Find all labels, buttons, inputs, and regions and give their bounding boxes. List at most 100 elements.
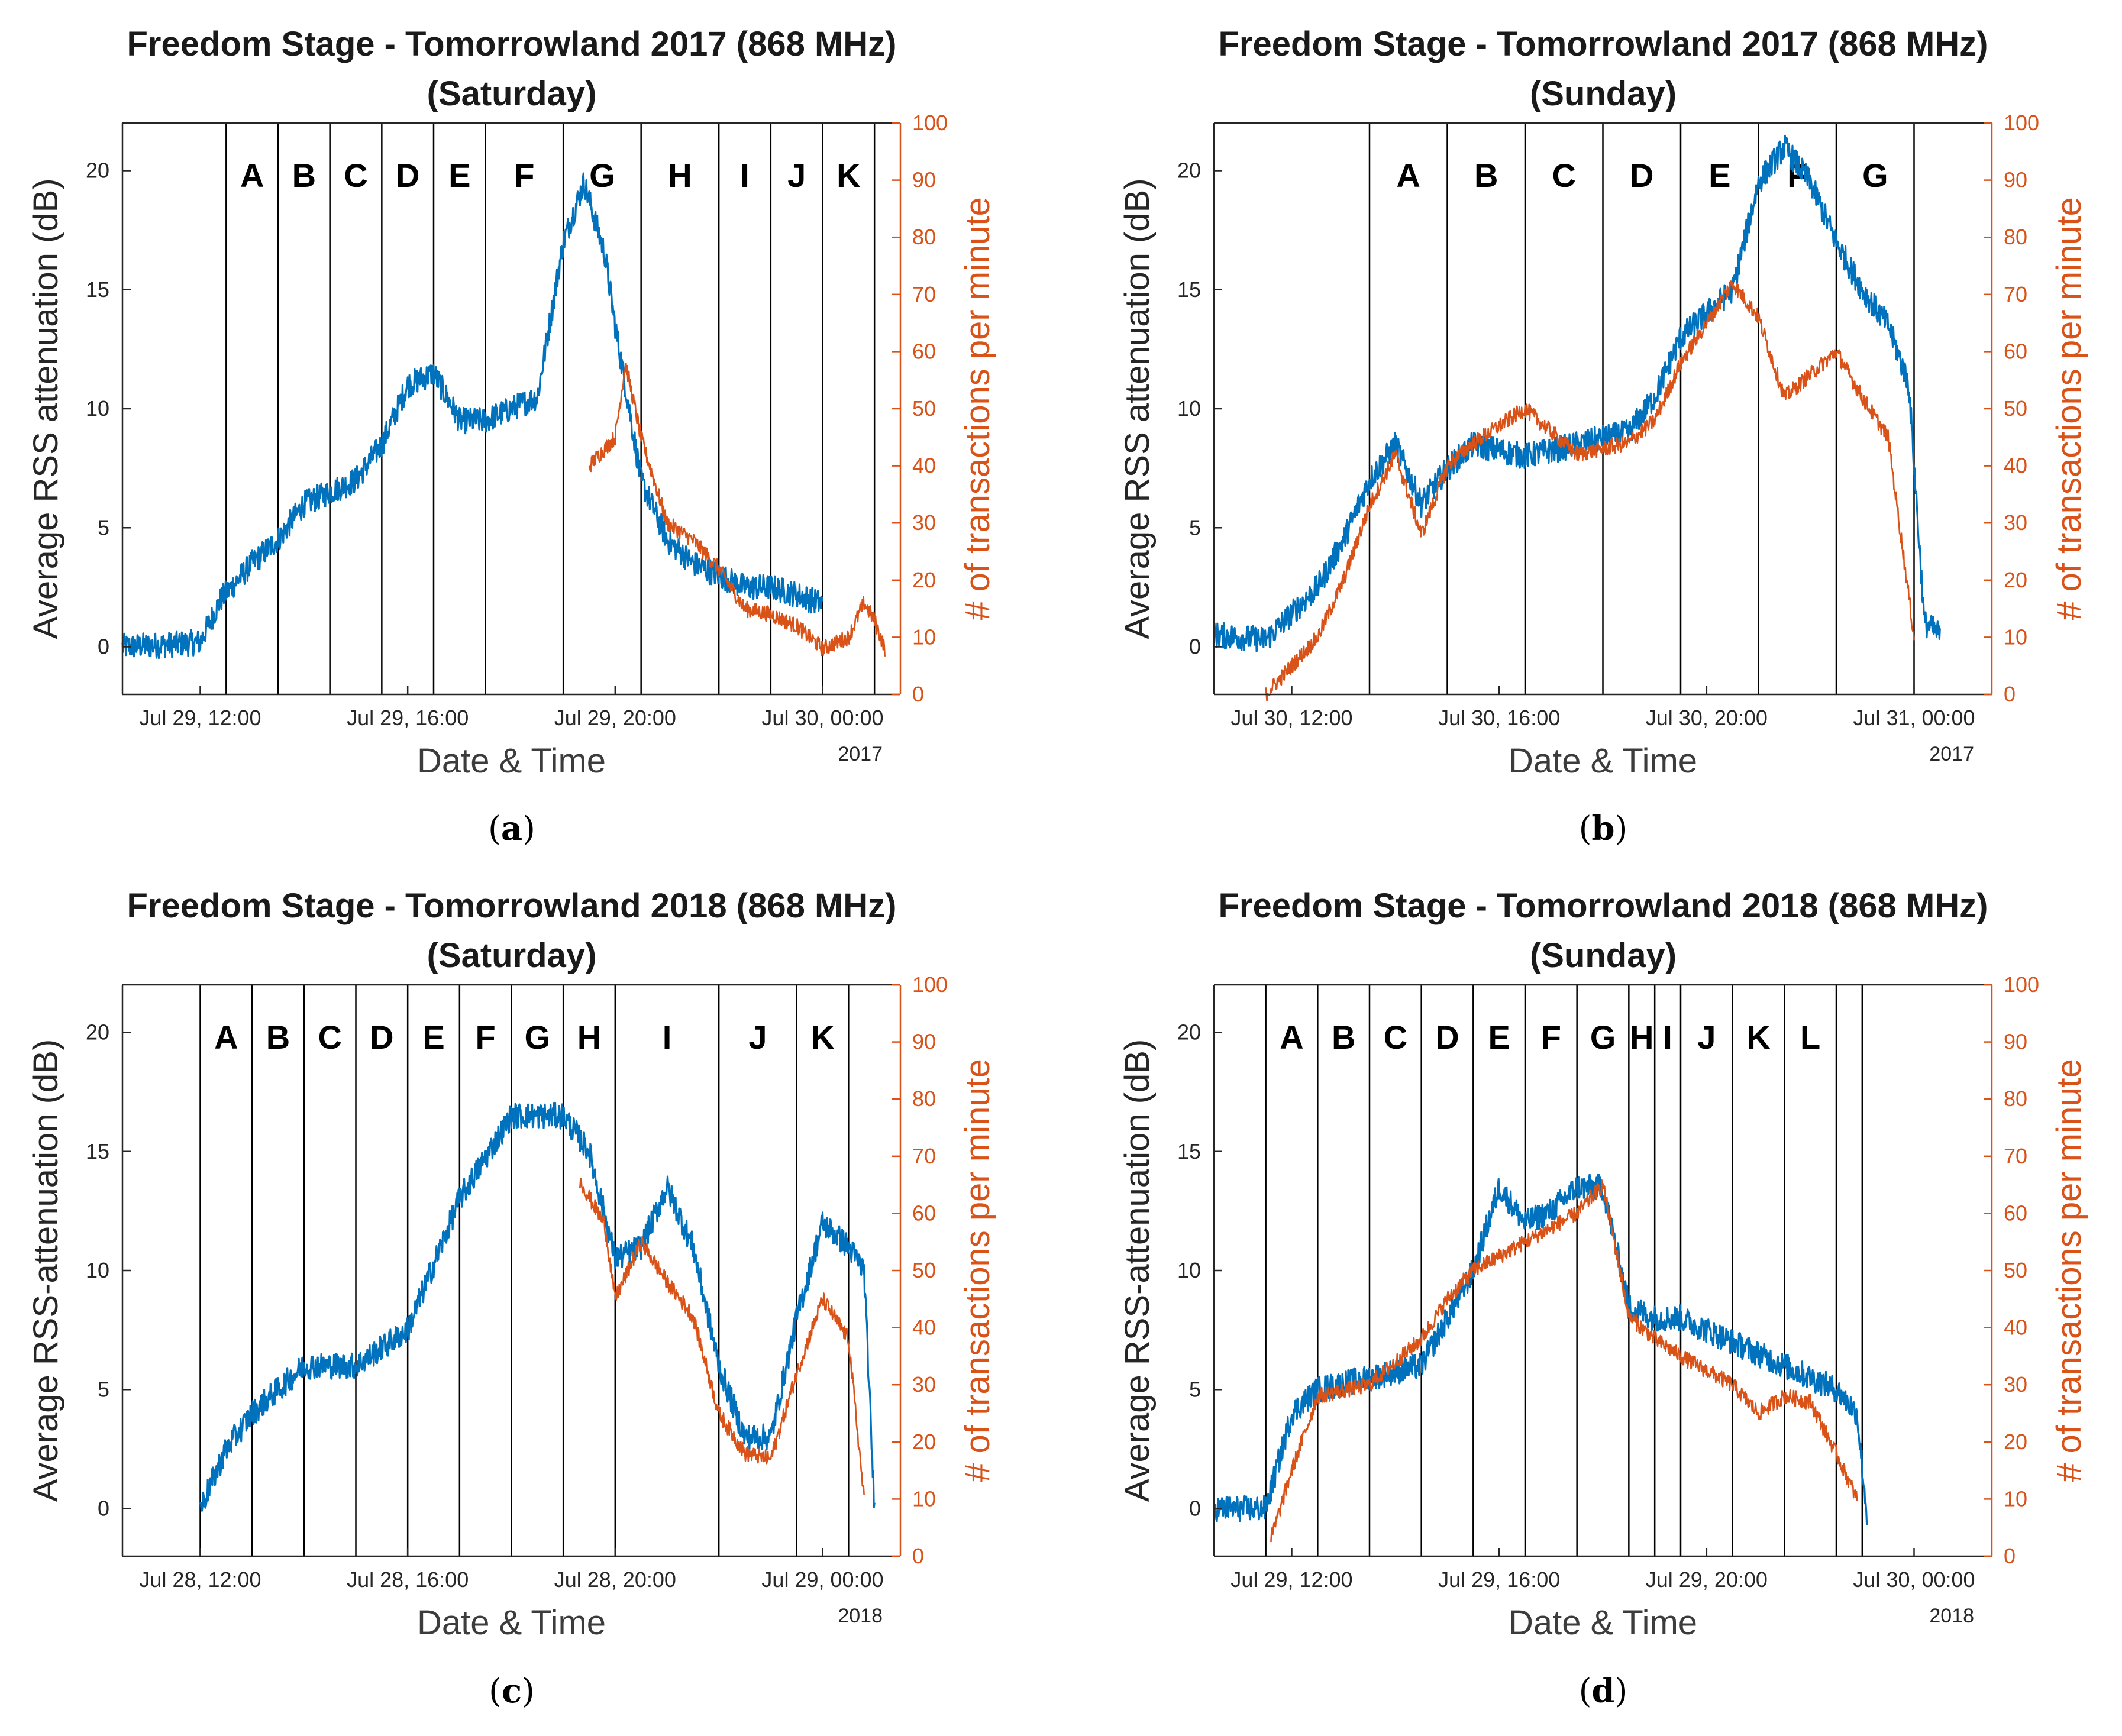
panel-caption: (d) xyxy=(1579,1672,1628,1711)
y-tick-label: 10 xyxy=(1177,1258,1201,1282)
y2-tick-label: 90 xyxy=(912,1030,936,1054)
y-axis-label: Average RSS attenuation (dB) xyxy=(1118,178,1157,639)
y-tick-label: 10 xyxy=(1177,396,1201,421)
segment-label: A xyxy=(214,1019,238,1056)
segment-label: A xyxy=(240,157,264,194)
y-tick-label: 15 xyxy=(1177,277,1201,302)
y-tick-label: 0 xyxy=(98,635,109,659)
y-tick-label: 15 xyxy=(86,277,109,302)
y2-tick-label: 0 xyxy=(912,1544,924,1568)
x-year-label: 2017 xyxy=(838,743,883,765)
segment-label: J xyxy=(787,157,806,194)
y2-tick-label: 100 xyxy=(2004,111,2039,135)
y-axis-label: Average RSS-attenuation (dB) xyxy=(1118,1039,1157,1502)
y2-tick-label: 80 xyxy=(2004,1087,2027,1111)
y-tick-label: 5 xyxy=(1189,515,1201,539)
y2-tick-label: 40 xyxy=(912,454,936,478)
segment-label: I xyxy=(740,157,750,194)
x-axis-label: Date & Time xyxy=(1509,1604,1697,1642)
x-tick-label: Jul 29, 16:00 xyxy=(347,706,469,730)
segment-label: G xyxy=(1862,157,1888,194)
chart-subtitle: (Saturday) xyxy=(427,75,597,113)
segment-label: J xyxy=(1697,1019,1716,1056)
x-tick-label: Jul 30, 00:00 xyxy=(761,706,883,730)
x-tick-label: Jul 30, 20:00 xyxy=(1646,706,1768,730)
chart-panel-d: Freedom Stage - Tomorrowland 2018 (868 M… xyxy=(1118,887,2088,1711)
y2-tick-label: 20 xyxy=(2004,1430,2027,1454)
y2-tick-label: 70 xyxy=(2004,282,2027,306)
segment-label: E xyxy=(422,1019,444,1056)
segment-label: E xyxy=(448,157,470,194)
segment-label: C xyxy=(344,157,367,194)
y2-tick-label: 40 xyxy=(2004,1315,2027,1340)
segment-label: C xyxy=(1384,1019,1407,1056)
x-tick-label: Jul 31, 00:00 xyxy=(1853,706,1975,730)
segment-label: B xyxy=(1474,157,1498,194)
y2-axis-label: # of transactions per minute xyxy=(2050,197,2088,620)
x-year-label: 2018 xyxy=(838,1605,883,1627)
y2-tick-label: 50 xyxy=(912,396,936,421)
y-tick-label: 0 xyxy=(1189,635,1201,659)
x-tick-label: Jul 30, 00:00 xyxy=(1853,1567,1975,1592)
y2-tick-label: 90 xyxy=(912,168,936,192)
y2-tick-label: 70 xyxy=(2004,1144,2027,1168)
y-tick-label: 20 xyxy=(1177,1020,1201,1045)
x-axis-label: Date & Time xyxy=(417,1604,606,1642)
y2-tick-label: 0 xyxy=(912,682,924,706)
y-tick-label: 20 xyxy=(86,159,109,183)
y2-tick-label: 0 xyxy=(2004,1544,2016,1568)
y-tick-label: 0 xyxy=(98,1496,109,1521)
chart-panel-b: Freedom Stage - Tomorrowland 2017 (868 M… xyxy=(1118,25,2088,848)
segment-label: H xyxy=(1630,1019,1653,1056)
chart-subtitle: (Saturday) xyxy=(427,936,597,975)
segment-label: F xyxy=(514,157,534,194)
y2-tick-label: 10 xyxy=(912,1486,936,1511)
y-tick-label: 0 xyxy=(1189,1496,1201,1521)
y2-axis-label: # of transactions per minute xyxy=(958,197,997,620)
y2-tick-label: 10 xyxy=(2004,625,2027,649)
y-tick-label: 5 xyxy=(98,515,109,539)
y2-tick-label: 50 xyxy=(912,1258,936,1282)
x-axis-label: Date & Time xyxy=(1509,742,1697,780)
x-tick-label: Jul 29, 20:00 xyxy=(1646,1567,1768,1592)
y-tick-label: 15 xyxy=(1177,1139,1201,1163)
segment-label: I xyxy=(1663,1019,1672,1056)
segment-label: H xyxy=(577,1019,601,1056)
segment-label: D xyxy=(396,157,419,194)
segment-label: B xyxy=(292,157,316,194)
y2-tick-label: 50 xyxy=(2004,396,2027,421)
y2-tick-label: 80 xyxy=(912,1087,936,1111)
y2-axis-label: # of transactions per minute xyxy=(958,1059,997,1482)
segment-label: E xyxy=(1708,157,1730,194)
x-tick-label: Jul 28, 16:00 xyxy=(347,1567,469,1592)
y2-axis-label: # of transactions per minute xyxy=(2050,1059,2088,1482)
segment-label: D xyxy=(370,1019,393,1056)
x-tick-label: Jul 28, 20:00 xyxy=(554,1567,676,1592)
segment-label: J xyxy=(748,1019,767,1056)
segment-label: C xyxy=(318,1019,341,1056)
segment-label: C xyxy=(1552,157,1576,194)
y2-tick-label: 60 xyxy=(912,339,936,363)
y-tick-label: 20 xyxy=(1177,159,1201,183)
y2-tick-label: 30 xyxy=(2004,510,2027,535)
chart-title: Freedom Stage - Tomorrowland 2017 (868 M… xyxy=(127,25,897,63)
x-tick-label: Jul 30, 16:00 xyxy=(1438,706,1560,730)
y2-tick-label: 100 xyxy=(912,972,948,997)
y2-tick-label: 30 xyxy=(912,1372,936,1396)
panel-caption: (a) xyxy=(488,809,535,848)
y2-tick-label: 80 xyxy=(2004,225,2027,249)
segment-label: B xyxy=(266,1019,290,1056)
y2-tick-label: 30 xyxy=(2004,1372,2027,1396)
segment-label: A xyxy=(1397,157,1420,194)
y2-tick-label: 40 xyxy=(912,1315,936,1340)
y-tick-label: 10 xyxy=(86,396,109,421)
y2-tick-label: 60 xyxy=(912,1201,936,1225)
chart-subtitle: (Sunday) xyxy=(1530,75,1677,113)
transactions-line xyxy=(1270,1179,1858,1543)
chart-title: Freedom Stage - Tomorrowland 2017 (868 M… xyxy=(1219,25,1988,63)
y2-tick-label: 50 xyxy=(2004,1258,2027,1282)
y2-tick-label: 0 xyxy=(2004,682,2016,706)
rss-attenuation-line xyxy=(199,1101,876,1512)
y-axis-label: Average RSS-attenuation (dB) xyxy=(27,1039,65,1502)
